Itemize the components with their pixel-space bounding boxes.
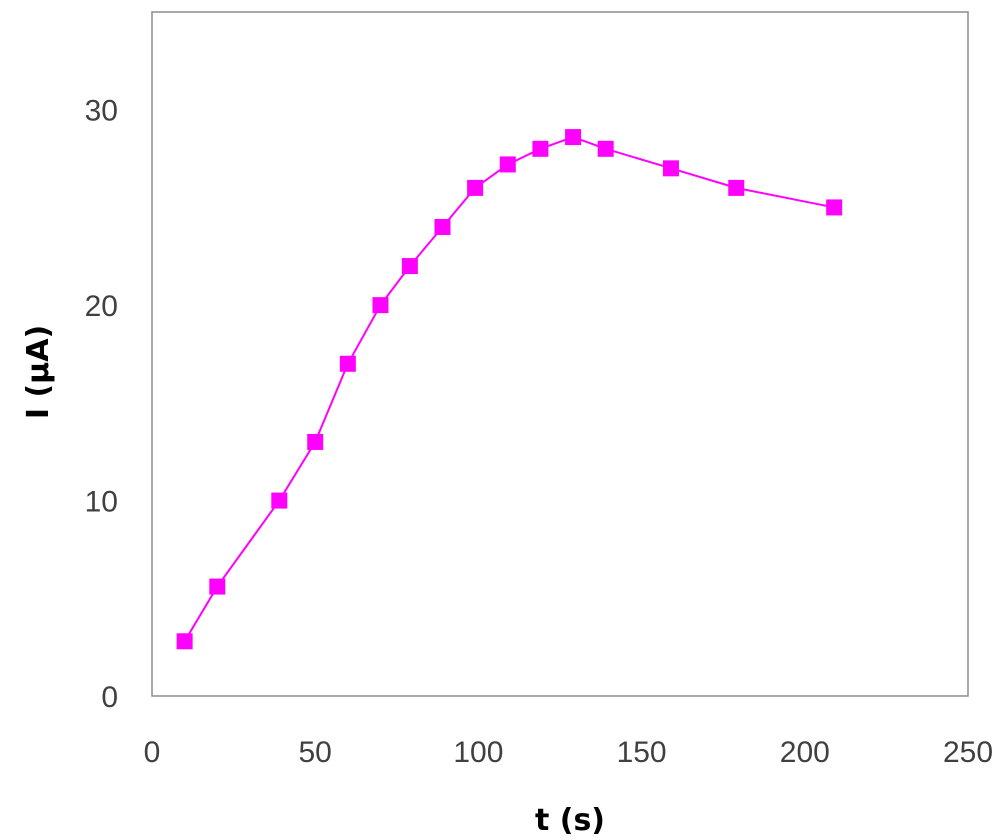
data-point-marker <box>467 179 484 196</box>
series-markers <box>176 129 843 650</box>
data-point-marker <box>728 179 745 196</box>
data-point-marker <box>597 140 614 157</box>
data-point-marker <box>532 140 549 157</box>
data-point-marker <box>401 258 418 275</box>
x-tick-label: 0 <box>144 736 161 769</box>
x-tick-label: 50 <box>299 736 332 769</box>
x-axis-title: t (s) <box>535 803 605 838</box>
y-tick-labels: 0 10 20 30 <box>85 95 118 714</box>
data-point-marker <box>434 218 451 235</box>
data-point-marker <box>209 578 226 595</box>
data-point-marker <box>565 129 582 146</box>
data-point-marker <box>372 297 389 314</box>
x-tick-label: 250 <box>943 736 993 769</box>
y-axis-title: I (μA) <box>21 325 56 419</box>
data-point-marker <box>499 156 516 173</box>
y-tick-label: 10 <box>85 486 118 519</box>
data-point-marker <box>339 355 356 372</box>
y-tick-label: 30 <box>85 95 118 128</box>
series-line <box>183 136 835 642</box>
data-point-marker <box>307 433 324 450</box>
x-tick-labels: 0 50 100 150 200 250 <box>144 736 993 769</box>
y-tick-label: 0 <box>101 681 118 714</box>
data-point-marker <box>176 633 193 650</box>
x-tick-label: 100 <box>453 736 503 769</box>
x-tick-label: 200 <box>780 736 830 769</box>
x-tick-label: 150 <box>617 736 667 769</box>
data-point-marker <box>271 492 288 509</box>
data-point-marker <box>826 199 843 216</box>
y-tick-label: 20 <box>85 290 118 323</box>
data-point-marker <box>662 160 679 177</box>
plot-area <box>151 11 969 697</box>
